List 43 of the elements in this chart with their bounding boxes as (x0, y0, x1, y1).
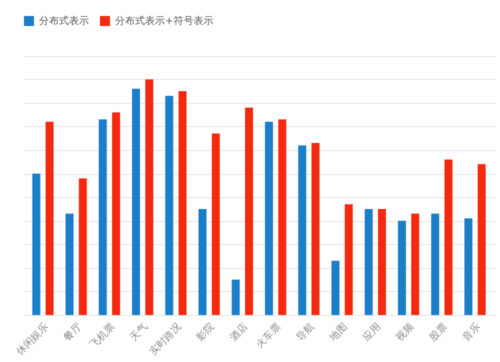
bar (245, 108, 254, 315)
x-tick-label: 音乐 (460, 320, 483, 344)
bar (444, 159, 452, 315)
x-tick-label: 地图 (326, 320, 350, 344)
bar (112, 112, 120, 315)
x-tick-label: 股票 (428, 322, 450, 344)
bar (312, 142, 320, 315)
x-tick-label: 天气 (128, 320, 150, 344)
bar (298, 145, 306, 315)
legend-label: 分布式表示 (39, 15, 89, 27)
bar (331, 260, 340, 315)
bar (165, 96, 174, 315)
x-tick-label: 餐厅 (61, 320, 84, 344)
bar (212, 134, 220, 315)
bar (378, 208, 386, 315)
x-tick-label: 酒店 (228, 320, 250, 344)
bar (478, 164, 486, 315)
bar (232, 280, 240, 315)
x-tick-label: 休闲娱乐 (14, 320, 51, 358)
bar (464, 218, 472, 315)
bar (398, 220, 406, 315)
x-tick-label: 导航 (294, 320, 317, 344)
bar (46, 122, 54, 315)
legend-label: 分布式表示+符号表示 (115, 15, 214, 27)
bar (132, 88, 140, 315)
bar (198, 208, 206, 315)
bar (264, 122, 273, 315)
x-tick-label: 应用 (360, 320, 384, 344)
bar (32, 174, 40, 315)
bar (344, 204, 353, 315)
x-tick-label: 火车票 (254, 320, 284, 350)
bar (364, 208, 373, 315)
x-tick-label: 影院 (194, 320, 217, 344)
bar (278, 119, 286, 315)
x-tick-label: 飞机票 (88, 320, 118, 350)
bar (411, 214, 420, 315)
bar (98, 119, 107, 315)
bar (78, 178, 87, 315)
bar (145, 79, 154, 315)
bar (178, 91, 187, 315)
bar (431, 214, 440, 315)
x-tick-label: 视频 (394, 320, 416, 344)
bar (66, 214, 74, 315)
